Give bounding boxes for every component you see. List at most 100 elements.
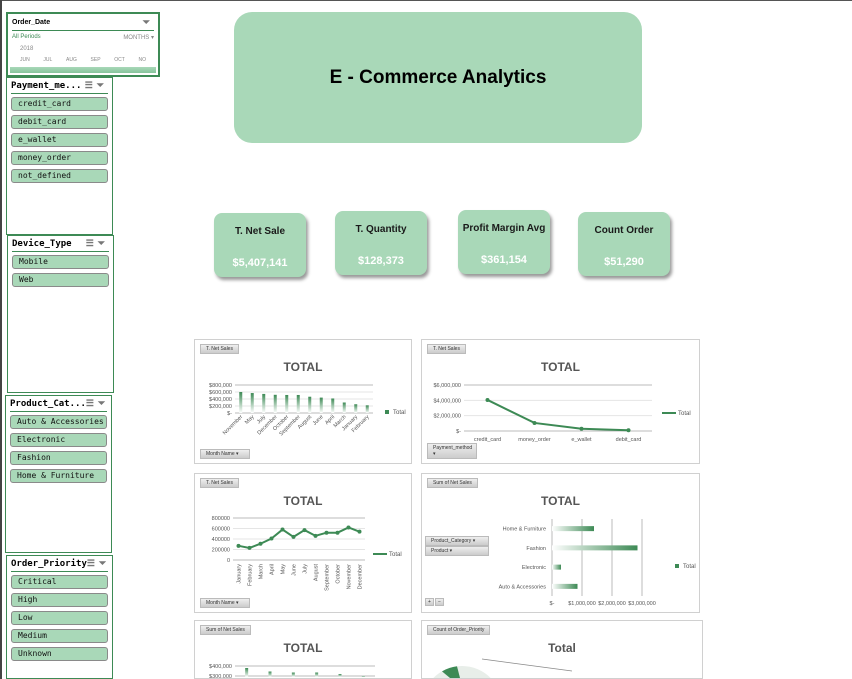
field-button[interactable]: T. Net Sales (200, 478, 239, 488)
slicer-item[interactable]: e_wallet (11, 133, 108, 147)
slicer-item[interactable]: High (11, 593, 108, 607)
kpi-value: $5,407,141 (232, 257, 288, 269)
y-tick-label: 400000 (212, 537, 230, 543)
slicer-item[interactable]: debit_card (11, 115, 108, 129)
x-tick-label: $2,000,000 (598, 601, 626, 607)
y-tick-label: $4,000,000 (433, 398, 461, 404)
order-priority-slicer[interactable]: Order_Priority ☰⏷ Critical High Low Medium Un… (6, 555, 113, 679)
pivot-chart[interactable]: T. Net Sales TOTAL Month Name ▾ $- $200,000… (194, 339, 412, 464)
data-point (291, 534, 296, 539)
slicer-item[interactable]: not_defined (11, 169, 108, 183)
field-button[interactable]: Sum of Net Sales (427, 478, 478, 488)
slicer-item[interactable]: Mobile (12, 255, 109, 269)
field-button[interactable]: Sum of Net Sales (200, 625, 251, 635)
category-label: Electronic (522, 565, 546, 571)
all-periods-label[interactable]: All Periods (12, 34, 41, 40)
top-border (0, 0, 852, 1)
clear-filter-icon[interactable]: ⏷ (142, 17, 154, 27)
filter-button[interactable]: Product ▾ (425, 546, 489, 556)
category-label: June (312, 414, 325, 427)
time-level-dropdown[interactable]: MONTHS ▾ (123, 35, 154, 41)
category-label: May (281, 564, 287, 575)
kpi-label: T. Net Sale (234, 226, 286, 237)
slicer-item[interactable]: Auto & Accessories (10, 415, 107, 429)
category-label: debit_card (616, 437, 642, 443)
field-button[interactable]: T. Net Sales (427, 344, 466, 354)
timeline-month[interactable]: SEP (90, 57, 101, 63)
clear-filter-icon[interactable]: ⏷ (97, 399, 110, 409)
data-point (247, 545, 252, 550)
timeline-month[interactable]: AUG (66, 57, 77, 63)
slicer-item[interactable]: Medium (11, 629, 108, 643)
timeline-month[interactable]: JUN (20, 57, 30, 63)
filter-button[interactable]: Product_Category ▾ (425, 536, 489, 546)
timeline-month[interactable]: JUL (43, 57, 53, 63)
filter-button[interactable]: Payment_method ▾ (427, 443, 477, 459)
pivot-chart[interactable]: Count of Order_Priority Total (421, 620, 703, 679)
y-tick-label: $800,000 (209, 383, 232, 389)
field-button[interactable]: Count of Order_Priority (427, 625, 491, 635)
x-tick-label: $- (550, 601, 555, 607)
collapse-button[interactable]: − (435, 598, 444, 606)
slicer-title: Payment_me... (11, 81, 82, 91)
field-button[interactable]: T. Net Sales (200, 344, 239, 354)
bar (308, 396, 312, 413)
filter-button-label: Month Name (206, 451, 235, 457)
bar (552, 564, 561, 570)
filter-button-label: Month Name (206, 600, 235, 606)
y-tick-label: $600,000 (209, 390, 232, 396)
slicer-items: Auto & Accessories Electronic Fashion Home … (10, 415, 107, 483)
clear-filter-icon[interactable]: ⏷ (96, 81, 108, 91)
pivot-chart[interactable]: T. Net Sales TOTAL Payment_method ▾ $- $2,0… (421, 339, 700, 464)
multi-select-icon[interactable]: ☰ (86, 559, 99, 569)
chart-title: TOTAL (283, 360, 323, 374)
pivot-chart[interactable]: Sum of Net Sales TOTAL Product_Category ▾… (421, 473, 700, 613)
timeline-month[interactable]: NO (138, 57, 147, 63)
slicer-item[interactable]: Unknown (11, 647, 108, 661)
bar (552, 583, 578, 589)
filter-button[interactable]: Month Name ▾ (200, 598, 250, 608)
slicer-item[interactable]: Low (11, 611, 108, 625)
multi-select-icon[interactable]: ☰ (85, 239, 98, 249)
slicer-items: credit_card debit_card e_wallet money_order… (11, 97, 108, 183)
slicer-item[interactable]: money_order (11, 151, 108, 165)
category-label: money_order (518, 437, 551, 443)
y-tick-label: $- (456, 429, 461, 435)
slicer-item[interactable]: Electronic (10, 433, 107, 447)
slicer-item[interactable]: Critical (11, 575, 108, 589)
kpi-card: T. Quantity $128,373 (335, 211, 427, 275)
pivot-chart[interactable]: Sum of Net Sales TOTAL $300,000 $400,000 (194, 620, 412, 679)
device-type-slicer[interactable]: Device_Type ☰⏷ Mobile Web (7, 235, 114, 393)
legend-label: Total (678, 411, 691, 417)
time-level-label: MONTHS (123, 35, 150, 41)
multi-select-icon[interactable]: ☰ (84, 81, 97, 91)
y-tick-label: 800000 (212, 516, 230, 522)
timeline-month[interactable]: OCT (114, 57, 125, 63)
bar (552, 526, 594, 532)
slicer-item[interactable]: Home & Furniture (10, 469, 107, 483)
payment-method-slicer[interactable]: Payment_me... ☰⏷ credit_card debit_card e_w… (6, 77, 113, 235)
clear-filter-icon[interactable]: ⏷ (97, 239, 109, 249)
order-date-timeline[interactable]: Order_Date ⏷ All Periods MONTHS ▾ 2018 JU… (6, 12, 160, 77)
chart-plot: $-$200,000$400,000$600,000$800,000 Novemb… (209, 383, 406, 437)
clear-filter-icon[interactable]: ⏷ (98, 559, 111, 569)
bar (331, 398, 335, 413)
bar (365, 405, 369, 413)
timeline-bar[interactable] (10, 67, 156, 73)
bar (315, 672, 319, 677)
multi-select-icon[interactable]: ☰ (85, 399, 98, 409)
filter-button[interactable]: Month Name ▾ (200, 449, 250, 459)
kpi-card: Count Order $51,290 (578, 212, 670, 276)
slicer-item[interactable]: Fashion (10, 451, 107, 465)
expand-button[interactable]: + (425, 598, 434, 606)
data-point (258, 541, 263, 546)
category-label: October (336, 564, 342, 584)
kpi-value: $361,154 (481, 254, 527, 266)
bar (319, 397, 323, 413)
slicer-item[interactable]: Web (12, 273, 109, 287)
series-line (238, 526, 360, 549)
chart-plot: $- $2,000,000 $4,000,000 $6,000,000 credit_c… (433, 383, 691, 443)
slicer-item[interactable]: credit_card (11, 97, 108, 111)
product-category-slicer[interactable]: Product_Cat... ☰⏷ Auto & Accessories Elect… (5, 395, 112, 553)
pivot-chart[interactable]: T. Net Sales TOTAL Month Name ▾ 0 200000 400… (194, 473, 412, 613)
